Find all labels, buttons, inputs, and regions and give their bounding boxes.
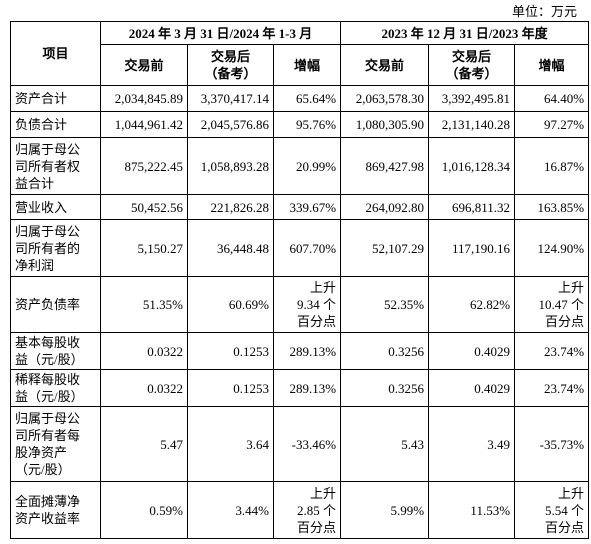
cell: 64.40% <box>514 85 590 112</box>
cell: 52,107.29 <box>340 219 430 277</box>
cell: 95.76% <box>272 111 342 138</box>
cell: -33.46% <box>272 406 342 482</box>
cell: 869,427.98 <box>340 137 430 195</box>
cell: 5.47 <box>100 406 188 482</box>
group-header: 2023 年 12 月 31 日/2023 年度 <box>340 21 590 45</box>
cell: 0.1253 <box>187 332 274 370</box>
cell: 264,092.80 <box>340 194 430 220</box>
cell: 23.74% <box>514 332 590 370</box>
cell: 97.27% <box>514 111 590 138</box>
cell: 339.67% <box>272 194 342 220</box>
cell: 1,058,893.28 <box>187 137 274 195</box>
cell: 1,044,961.42 <box>100 111 188 138</box>
cell: 875,222.45 <box>100 137 188 195</box>
row-label: 资产负债率 <box>10 276 101 333</box>
cell: 2,131,140.28 <box>428 111 516 138</box>
cell: 3,392,495.81 <box>428 85 516 112</box>
table-row: 资产负债率 51.35% 60.69% 上升 9.34 个 百分点 52.35% 62.8… <box>10 276 590 333</box>
cell: 0.0322 <box>100 332 188 370</box>
cell: 289.13% <box>272 369 342 407</box>
unit-label: 单位：万元 <box>511 4 577 19</box>
cell: 1,080,305.90 <box>340 111 430 138</box>
cell: 3.49 <box>428 406 516 482</box>
cell: 62.82% <box>428 276 516 333</box>
cell: 23.74% <box>514 369 590 407</box>
cell: 2,034,845.89 <box>100 85 188 112</box>
row-label: 基本每股收 益（元/股） <box>10 332 101 370</box>
cell: 0.0322 <box>100 369 188 407</box>
data-table: 项目 2024 年 3 月 31 日/2024 年 1-3 月 2023 年 1… <box>10 21 590 539</box>
row-label: 负债合计 <box>10 111 101 138</box>
corner-header: 项目 <box>10 21 101 86</box>
cell: 3.64 <box>187 406 274 482</box>
cell: 1,016,128.34 <box>428 137 516 195</box>
cell: 289.13% <box>272 332 342 370</box>
table-row: 归属于母公 司所有者每 股净资产 （元/股） 5.47 3.64 -33.46% 5.4… <box>10 406 590 482</box>
cell: 3.44% <box>187 481 274 539</box>
cell: 上升 10.47 个 百分点 <box>514 276 590 333</box>
cell: 696,811.32 <box>428 194 516 220</box>
cell: 60.69% <box>187 276 274 333</box>
cell: 5.43 <box>340 406 430 482</box>
table-row: 稀释每股收 益（元/股） 0.0322 0.1253 289.13% 0.3256 0.4… <box>10 369 590 407</box>
row-label: 全面摊薄净 资产收益率 <box>10 481 101 539</box>
table-row: 负债合计 1,044,961.42 2,045,576.86 95.76% 1,080,… <box>10 111 590 138</box>
cell: 0.4029 <box>428 369 516 407</box>
cell: 221,826.28 <box>187 194 274 220</box>
cell: 5.99% <box>340 481 430 539</box>
table-row: 基本每股收 益（元/股） 0.0322 0.1253 289.13% 0.3256 0.4… <box>10 332 590 370</box>
cell: 50,452.56 <box>100 194 188 220</box>
cell: 上升 5.54 个 百分点 <box>514 481 590 539</box>
cell: 11.53% <box>428 481 516 539</box>
table-row: 归属于母公 司所有者权 益合计 875,222.45 1,058,893.28 20.… <box>10 137 590 195</box>
column-header: 增幅 <box>272 44 342 86</box>
cell: 0.3256 <box>340 332 430 370</box>
cell: 163.85% <box>514 194 590 220</box>
cell: 65.64% <box>272 85 342 112</box>
column-header: 交易后 （备考） <box>428 44 516 86</box>
table-row: 资产合计 2,034,845.89 3,370,417.14 65.64% 2,063,… <box>10 85 590 112</box>
cell: 0.4029 <box>428 332 516 370</box>
cell: 124.90% <box>514 219 590 277</box>
cell: 0.3256 <box>340 369 430 407</box>
row-label: 归属于母公 司所有者每 股净资产 （元/股） <box>10 406 101 482</box>
row-label: 营业收入 <box>10 194 101 220</box>
column-header: 交易前 <box>100 44 188 86</box>
cell: -35.73% <box>514 406 590 482</box>
row-label: 稀释每股收 益（元/股） <box>10 369 101 407</box>
row-label: 归属于母公 司所有者权 益合计 <box>10 137 101 195</box>
cell: 36,448.48 <box>187 219 274 277</box>
cell: 20.99% <box>272 137 342 195</box>
cell: 上升 9.34 个 百分点 <box>272 276 342 333</box>
cell: 0.59% <box>100 481 188 539</box>
cell: 2,063,578.30 <box>340 85 430 112</box>
column-header: 交易后 （备考） <box>187 44 274 86</box>
cell: 3,370,417.14 <box>187 85 274 112</box>
column-header: 增幅 <box>514 44 590 86</box>
cell: 607.70% <box>272 219 342 277</box>
group-header: 2024 年 3 月 31 日/2024 年 1-3 月 <box>99 21 342 45</box>
row-label: 归属于母公 司所有者的 净利润 <box>10 219 101 277</box>
cell: 5,150.27 <box>100 219 188 277</box>
cell: 上升 2.85 个 百分点 <box>272 481 342 539</box>
row-label: 资产合计 <box>10 85 101 112</box>
column-header: 交易前 <box>340 44 430 86</box>
table-row: 营业收入 50,452.56 221,826.28 339.67% 264,092.80… <box>10 194 590 220</box>
cell: 2,045,576.86 <box>187 111 274 138</box>
cell: 16.87% <box>514 137 590 195</box>
table-row: 全面摊薄净 资产收益率 0.59% 3.44% 上升 2.85 个 百分点 5.99% 1… <box>10 481 590 539</box>
cell: 117,190.16 <box>428 219 516 277</box>
table-row: 归属于母公 司所有者的 净利润 5,150.27 36,448.48 607.70% 5… <box>10 219 590 277</box>
cell: 51.35% <box>100 276 188 333</box>
cell: 52.35% <box>340 276 430 333</box>
cell: 0.1253 <box>187 369 274 407</box>
